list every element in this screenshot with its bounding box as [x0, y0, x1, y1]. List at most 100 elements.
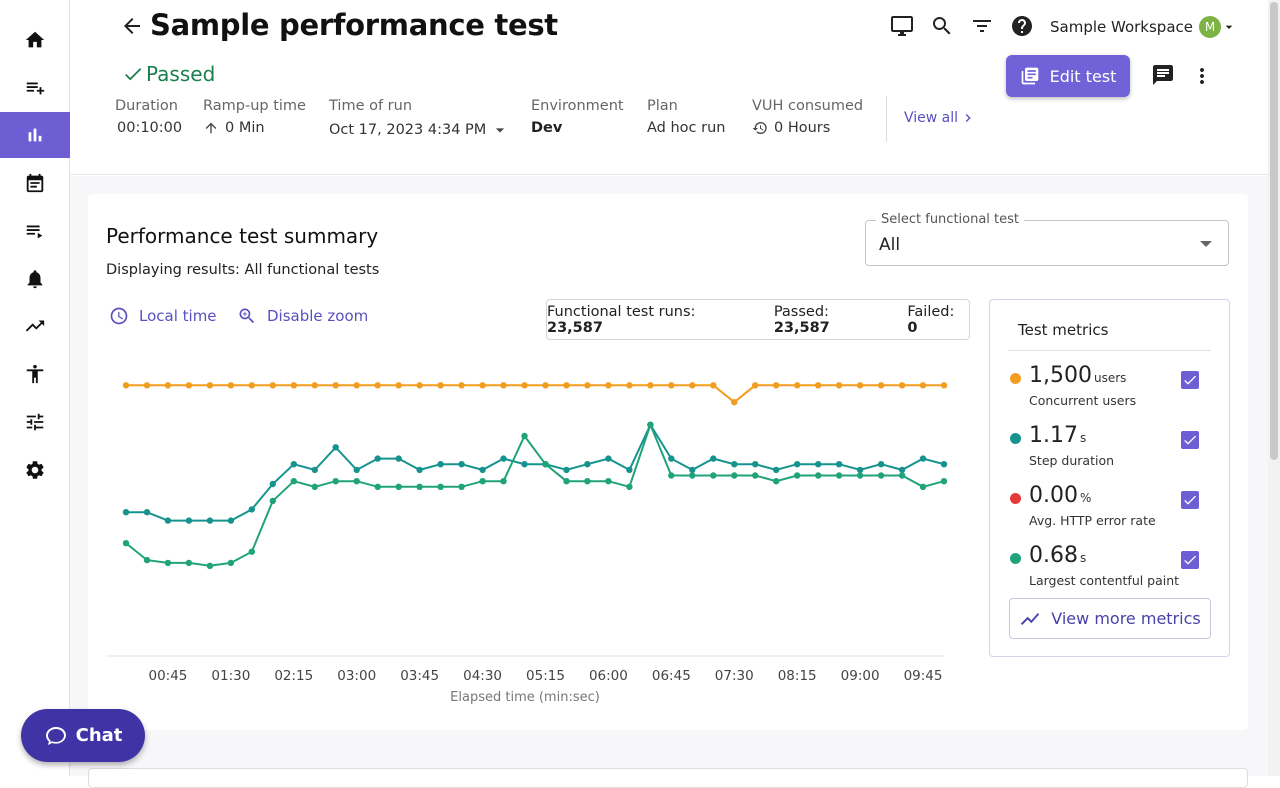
disable-zoom-toggle[interactable]: Disable zoom — [237, 306, 368, 326]
data-point — [710, 455, 717, 462]
data-point — [584, 382, 591, 389]
metric-value: 0.00 — [1029, 483, 1078, 508]
view-more-label: View more metrics — [1051, 609, 1201, 628]
data-point — [185, 382, 193, 389]
sidebar-item-queue[interactable] — [0, 208, 70, 254]
metric-unit: s — [1079, 551, 1087, 565]
data-point — [815, 382, 822, 389]
local-time-toggle[interactable]: Local time — [109, 306, 217, 326]
select-label: Select functional test — [876, 212, 1025, 227]
sidebar-item-settings[interactable] — [0, 447, 70, 493]
data-point — [731, 472, 738, 479]
sidebar-item-analytics[interactable] — [0, 112, 70, 158]
meta-value: 0 Hours — [774, 120, 831, 136]
sidebar-item-accessibility[interactable] — [0, 351, 70, 397]
metric-checkbox[interactable] — [1181, 371, 1199, 389]
view-all-label: View all — [904, 110, 959, 126]
view-all-link[interactable]: View all — [904, 110, 976, 126]
data-point — [605, 382, 612, 389]
data-point — [605, 455, 612, 462]
data-point — [898, 382, 906, 389]
data-point — [332, 478, 339, 485]
sidebar-item-settings-tune[interactable] — [0, 399, 70, 445]
data-point — [227, 517, 235, 524]
data-point — [940, 478, 948, 485]
meta-value-row[interactable]: Oct 17, 2023 4:34 PM — [329, 120, 510, 140]
data-point — [458, 461, 465, 468]
data-point — [248, 382, 255, 389]
data-point — [773, 478, 780, 485]
meta-vuh: VUH consumed 0 Hours — [752, 98, 863, 136]
data-point — [877, 472, 885, 479]
scrollbar[interactable] — [1268, 0, 1280, 776]
metric-checkbox[interactable] — [1181, 431, 1199, 449]
sidebar-item-home[interactable] — [0, 17, 70, 63]
data-point — [752, 472, 759, 479]
library-books-icon — [1021, 67, 1038, 85]
meta-label: VUH consumed — [752, 98, 864, 114]
chat-button[interactable]: Chat — [21, 709, 145, 762]
data-point — [500, 382, 507, 389]
caret-down-icon[interactable] — [490, 120, 510, 140]
more-vert-icon[interactable] — [1190, 64, 1214, 88]
meta-plan: Plan Ad hoc run — [647, 98, 725, 136]
metric-name: Concurrent users — [1029, 393, 1137, 408]
scrollbar-thumb[interactable] — [1270, 2, 1278, 460]
performance-chart[interactable]: 00:45 01:30 02:15 03:00 03:45 04:30 05:15 06:00… — [88, 344, 968, 714]
monitor-icon[interactable] — [890, 14, 914, 38]
status-text: Passed — [146, 62, 216, 86]
data-point — [647, 382, 654, 389]
x-tick-label: 09:00 — [841, 668, 880, 684]
chat-label: Chat — [75, 725, 123, 746]
data-point — [856, 472, 864, 479]
sidebar-item-create[interactable] — [0, 65, 70, 111]
meta-time-of-run[interactable]: Time of run Oct 17, 2023 4:34 PM — [329, 98, 510, 140]
data-point — [185, 559, 193, 567]
sidebar-item-trends[interactable] — [0, 303, 70, 349]
sidebar-item-schedule[interactable] — [0, 160, 70, 206]
data-point — [877, 382, 885, 389]
data-point — [521, 382, 528, 389]
x-axis-label: Elapsed time (min:sec) — [450, 690, 600, 705]
series-line — [126, 422, 945, 522]
check-icon — [1184, 435, 1196, 445]
x-tick-label: 06:45 — [652, 668, 691, 684]
data-point — [395, 483, 402, 490]
metric-value-row: 0.00% — [1029, 483, 1091, 508]
check-icon — [125, 68, 142, 81]
caret-down-icon — [1200, 241, 1212, 247]
edit-test-button[interactable]: Edit test — [1006, 55, 1130, 97]
x-tick-label: 02:15 — [274, 668, 313, 684]
back-arrow-icon[interactable] — [120, 14, 144, 38]
data-point — [710, 382, 717, 389]
comments-icon[interactable] — [1151, 63, 1175, 87]
search-icon[interactable] — [930, 14, 954, 38]
trending-up-icon — [25, 320, 45, 332]
workspace-switcher[interactable]: Sample Workspace M — [1050, 16, 1237, 38]
meta-label: Plan — [647, 98, 678, 114]
x-tick-label: 03:45 — [400, 668, 439, 684]
data-point — [689, 466, 696, 474]
filter-icon[interactable] — [970, 14, 994, 38]
data-point — [122, 382, 130, 389]
data-point — [731, 399, 738, 406]
sidebar-item-alerts[interactable] — [0, 256, 70, 302]
series-color-dot — [1010, 433, 1021, 444]
passed-label: Passed: — [773, 303, 829, 320]
data-point — [479, 382, 486, 389]
view-more-metrics-button[interactable]: View more metrics — [1009, 598, 1211, 639]
data-point — [626, 466, 633, 474]
test-metrics-panel: Test metrics 1,500 users Concurrent users… — [989, 299, 1230, 657]
lower-card — [88, 768, 1248, 788]
help-icon[interactable] — [1010, 14, 1034, 38]
metric-checkbox[interactable] — [1181, 491, 1199, 509]
functional-test-select[interactable]: Select functional test All — [865, 212, 1229, 266]
metric-value: 1,500 — [1029, 363, 1092, 388]
x-tick-label: 00:45 — [148, 668, 187, 684]
accessibility-icon — [26, 364, 44, 384]
summary-subtitle: Displaying results: All functional tests — [106, 262, 380, 278]
sidebar — [0, 0, 70, 776]
data-point — [164, 382, 172, 389]
data-point — [248, 506, 255, 513]
metric-checkbox[interactable] — [1181, 551, 1199, 569]
